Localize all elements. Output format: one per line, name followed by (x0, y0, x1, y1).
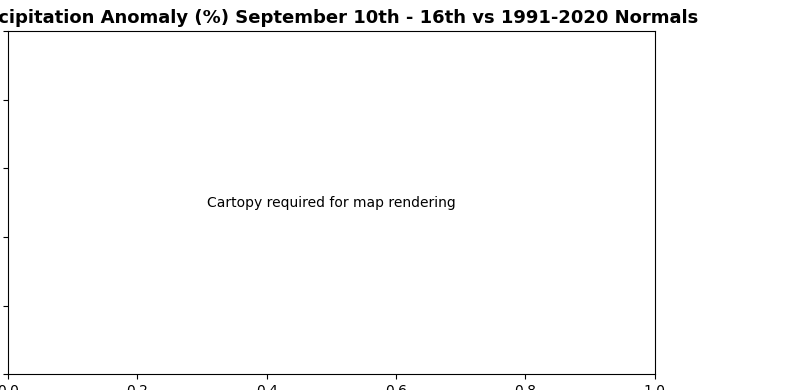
Title: Precipitation Anomaly (%) September 10th - 16th vs 1991-2020 Normals: Precipitation Anomaly (%) September 10th… (0, 9, 698, 27)
Text: Cartopy required for map rendering: Cartopy required for map rendering (207, 196, 456, 210)
